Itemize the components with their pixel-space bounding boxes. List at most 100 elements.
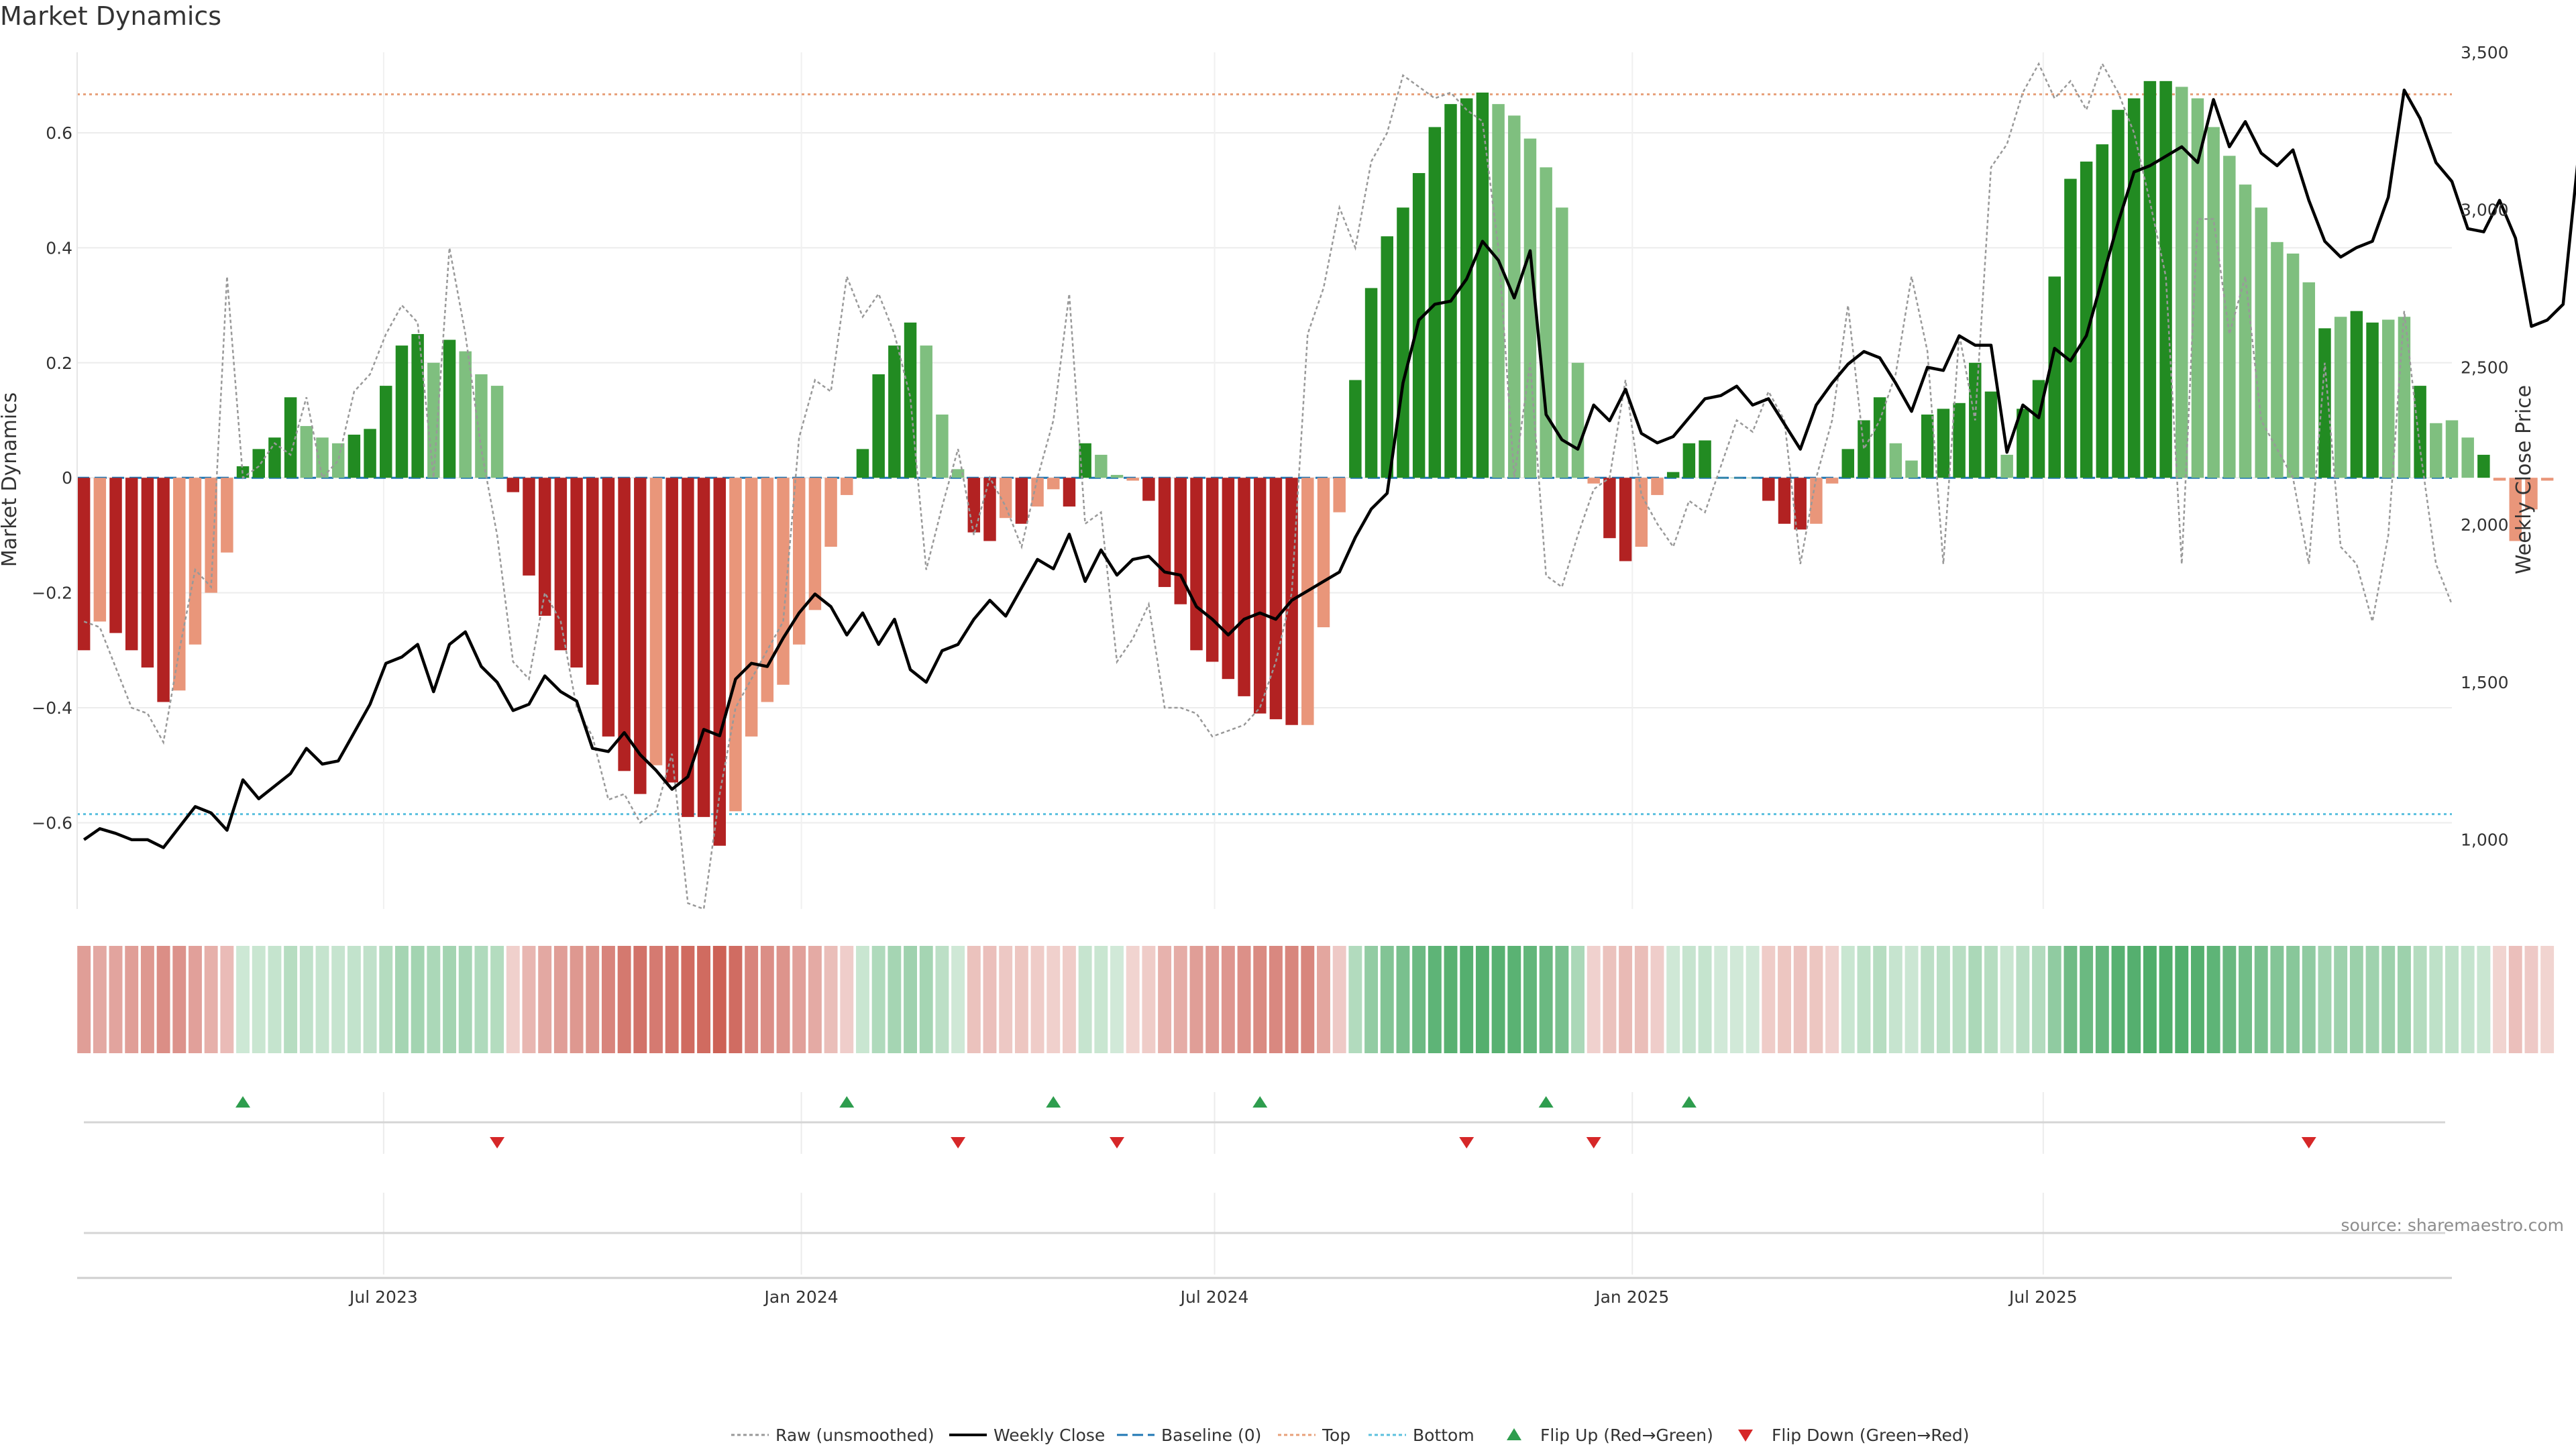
strength-cell [856, 946, 869, 1053]
strength-cell [871, 946, 885, 1053]
strength-cell [2302, 946, 2316, 1053]
strength-cell [1237, 946, 1251, 1053]
dynamics-bar [2381, 319, 2395, 478]
strength-cell [1841, 946, 1855, 1053]
dynamics-bar [872, 374, 885, 478]
dynamics-bar [2096, 144, 2109, 478]
strength-cell [1729, 946, 1743, 1053]
dynamics-bar [745, 478, 758, 737]
strength-cell [1014, 946, 1028, 1053]
dynamics-bar [252, 449, 265, 478]
strength-cell [204, 946, 218, 1053]
strength-cell [1650, 946, 1664, 1053]
strength-cell [1825, 946, 1839, 1053]
y-tick-label: 0.4 [46, 238, 72, 258]
strength-cell [1539, 946, 1553, 1053]
dynamics-bar [1666, 472, 1680, 478]
y-tick-label: −0.4 [32, 698, 72, 718]
weekly-close-line [83, 89, 2576, 849]
x-tick-label: Jan 2025 [1594, 1287, 1669, 1307]
strength-cell [1269, 946, 1283, 1053]
strength-cell [2254, 946, 2268, 1053]
dynamics-bar [1984, 391, 1998, 478]
strength-cell [363, 946, 377, 1053]
strength-cell [601, 946, 615, 1053]
dynamics-bar [1825, 478, 1839, 484]
strength-cell [1030, 946, 1044, 1053]
dynamics-bar [1428, 127, 1442, 478]
strength-cell [77, 946, 91, 1053]
dynamics-bar [1873, 397, 1886, 478]
dynamics-bar [205, 478, 217, 593]
strength-cell [1984, 946, 1998, 1053]
legend-swatch [1507, 1428, 1521, 1440]
strength-cell [2222, 946, 2237, 1053]
dynamics-bar [538, 478, 551, 616]
flip-up-marker [1681, 1096, 1697, 1108]
strength-cell [712, 946, 727, 1053]
strength-cell [1809, 946, 1823, 1053]
strength-cell [474, 946, 488, 1053]
dynamics-bar [490, 386, 504, 478]
strength-cell [1507, 946, 1521, 1053]
strength-cell [1046, 946, 1061, 1053]
strength-cell [681, 946, 695, 1053]
strength-cell [427, 946, 441, 1053]
dynamics-bar [1635, 478, 1648, 547]
flip-markers [235, 1096, 2316, 1148]
y2-tick-label: 3,000 [2461, 201, 2509, 220]
y-tick-label: −0.6 [32, 813, 72, 833]
legend: Raw (unsmoothed) Weekly Close Baseline (0)… [731, 1426, 1970, 1445]
dynamics-bar [713, 478, 727, 846]
dynamics-bar [316, 437, 329, 478]
dynamics-bar [1619, 478, 1632, 561]
strength-cell [1714, 946, 1728, 1053]
dynamics-bar [2207, 127, 2220, 478]
dynamics-bar [2414, 386, 2426, 478]
strength-cell [443, 946, 456, 1053]
dynamics-bar [1841, 449, 1855, 478]
strength-cell [2381, 946, 2396, 1053]
dynamics-bar [141, 478, 154, 668]
strength-cell [2143, 946, 2157, 1053]
strength-cell [935, 946, 949, 1053]
strength-cell [1778, 946, 1791, 1053]
dynamics-bar [1174, 478, 1187, 604]
legend-item: Flip Down (Green→Red) [1738, 1426, 1970, 1445]
dynamics-bar [761, 478, 774, 702]
dynamics-bar [1364, 288, 1378, 478]
dynamics-bar [1953, 402, 1966, 478]
strength-cell [1364, 946, 1379, 1053]
y-tick-label: 0.2 [46, 354, 72, 373]
strength-cell [522, 946, 536, 1053]
dynamics-bar [2223, 156, 2236, 478]
strength-cell [140, 946, 154, 1053]
strength-cell [395, 946, 409, 1053]
flip-down-marker [951, 1137, 966, 1148]
bars-layer [77, 80, 2554, 846]
strength-cell [379, 946, 393, 1053]
dynamics-bar [1205, 478, 1219, 662]
strength-cell [315, 946, 329, 1053]
strength-cell [1078, 946, 1092, 1053]
strength-cell [2286, 946, 2300, 1053]
strength-cell [1603, 946, 1617, 1053]
strength-cell [1762, 946, 1776, 1053]
x-tick-label: Jul 2025 [2008, 1287, 2078, 1307]
dynamics-bar [1682, 443, 1696, 478]
y2-tick-label: 2,000 [2461, 515, 2509, 535]
strength-cell [967, 946, 981, 1053]
dynamics-bar [554, 478, 568, 651]
chart-title: Market Dynamics [0, 1, 222, 31]
y2-tick-label: 2,500 [2461, 358, 2509, 377]
strength-cell [2477, 946, 2491, 1053]
dynamics-bar [1889, 443, 1902, 478]
dynamics-bar [1540, 167, 1552, 478]
strength-cell [697, 946, 711, 1053]
dynamics-bar [331, 443, 345, 478]
dynamics-bar [1015, 478, 1028, 524]
dynamics-bar [697, 478, 710, 817]
dynamics-bar [2191, 98, 2204, 478]
dynamics-bar [2366, 322, 2379, 478]
